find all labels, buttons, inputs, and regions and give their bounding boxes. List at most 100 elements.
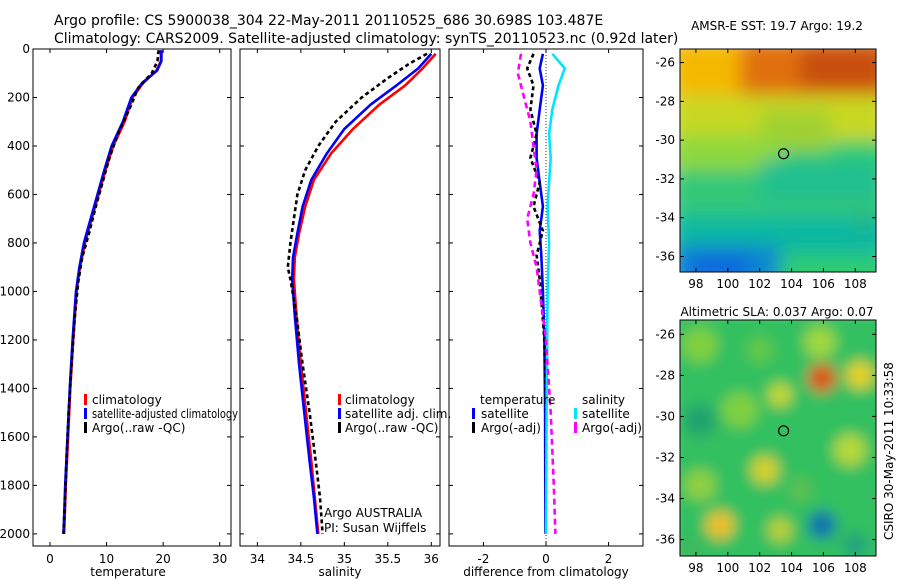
x-tick-label: 34.5 bbox=[288, 552, 315, 566]
y-tick-label: 1000 bbox=[0, 284, 30, 298]
series-line-salinity-satellite bbox=[544, 52, 567, 534]
map-x-tick-label: 106 bbox=[812, 561, 835, 575]
salinity-legend: climatology satellite adj. clim. Argo(..… bbox=[338, 393, 451, 435]
legend-title-temperature: temperature bbox=[480, 393, 555, 407]
sla-map-title: Altimetric SLA: 0.037 Argo: 0.07 bbox=[680, 305, 873, 319]
map-y-tick-label: -26 bbox=[655, 327, 675, 341]
series-line-climatology bbox=[292, 52, 437, 535]
argo-pi-note: PI: Susan Wijffels bbox=[324, 521, 426, 535]
legend-label-climatology: climatology bbox=[92, 393, 162, 407]
series-line-salinity-argo-adj bbox=[516, 53, 557, 534]
difference-plot: -2 0 2 bbox=[449, 48, 643, 566]
legend-label-temp-argo: Argo(-adj) bbox=[481, 421, 541, 435]
sst-map-frame bbox=[679, 48, 877, 273]
y-tick-label: 0 bbox=[22, 42, 30, 56]
x-tick-label: 34 bbox=[250, 552, 265, 566]
x-tick-label: 36 bbox=[424, 552, 439, 566]
figure-title-line1: Argo profile: CS 5900038_304 22-May-2011… bbox=[54, 13, 603, 29]
legend-label-satellite: satellite adj. clim. bbox=[345, 407, 451, 421]
x-tick-label: 30 bbox=[212, 552, 227, 566]
side-credit-label: CSIRO 30-May-2011 10:33:58 bbox=[882, 362, 896, 540]
map-x-tick-label: 98 bbox=[688, 561, 703, 575]
argo-agency-note: Argo AUSTRALIA bbox=[324, 506, 423, 520]
map-y-tick-label: -28 bbox=[655, 368, 675, 382]
legend-label-argo: Argo(..raw -QC) bbox=[92, 421, 185, 435]
legend-swatch-argo bbox=[338, 422, 341, 433]
legend-swatch-satellite bbox=[84, 408, 87, 419]
map-y-tick-label: -28 bbox=[655, 94, 675, 108]
salinity-plot: 34 34.5 35 35.5 36 bbox=[240, 48, 440, 566]
x-tick-label: 0 bbox=[542, 552, 550, 566]
sst-map-title: AMSR-E SST: 19.7 Argo: 19.2 bbox=[691, 19, 863, 33]
sst-heatmap bbox=[680, 49, 876, 272]
map-y-tick-label: -34 bbox=[655, 211, 675, 225]
y-tick-label: 200 bbox=[7, 90, 30, 104]
map-y-tick-label: -30 bbox=[655, 409, 675, 423]
map-y-tick-label: -36 bbox=[655, 533, 675, 547]
x-tick-label: 0 bbox=[46, 552, 54, 566]
series-line-temperature-argo-adj bbox=[525, 53, 548, 534]
difference-legend: temperature salinity satellite Argo(-adj… bbox=[472, 393, 642, 435]
sla-heatmap bbox=[680, 320, 876, 556]
map-y-tick-label: -32 bbox=[655, 450, 675, 464]
legend-swatch-sal-argo bbox=[574, 422, 577, 433]
map-y-tick-label: -36 bbox=[655, 249, 675, 263]
y-tick-label: 1400 bbox=[0, 381, 30, 395]
sla-map-frame bbox=[679, 319, 877, 557]
map-x-tick-label: 108 bbox=[844, 561, 867, 575]
legend-swatch-climatology bbox=[84, 394, 87, 405]
map-x-tick-label: 104 bbox=[780, 561, 803, 575]
legend-swatch-satellite bbox=[338, 408, 341, 419]
map-y-tick-label: -34 bbox=[655, 492, 675, 506]
x-tick-label: -2 bbox=[477, 552, 489, 566]
temperature-plot: 0 10 20 30 0 200 400 600 800 1000 1200 1400 1600 1800… bbox=[0, 42, 231, 566]
map-x-tick-label: 102 bbox=[748, 277, 771, 291]
legend-title-salinity: salinity bbox=[582, 393, 625, 407]
temperature-legend: climatology satellite-adjusted climatolo… bbox=[84, 393, 238, 435]
salinity-panel bbox=[239, 48, 441, 547]
map-x-tick-label: 100 bbox=[716, 277, 739, 291]
map-y-tick-label: -32 bbox=[655, 172, 675, 186]
x-tick-label: 35 bbox=[337, 552, 352, 566]
sla-map-axes: 98 100 102 104 106 108 -26 -28 -30 -32 -34 -36 bbox=[655, 320, 876, 575]
series-line-argo-raw-qc bbox=[286, 52, 428, 534]
legend-swatch-climatology bbox=[338, 394, 341, 405]
salinity-xlabel: salinity bbox=[318, 565, 361, 579]
legend-label-climatology: climatology bbox=[345, 393, 415, 407]
sst-map-axes: 98 100 102 104 106 108 -26 -28 -30 -32 -34 -36 bbox=[655, 49, 876, 291]
y-tick-label: 2000 bbox=[0, 527, 30, 541]
argo-location-marker bbox=[777, 148, 790, 160]
legend-swatch-temp-satellite bbox=[472, 408, 475, 419]
x-tick-label: 20 bbox=[155, 552, 170, 566]
legend-label-temp-satellite: satellite bbox=[481, 407, 529, 421]
temperature-xlabel: temperature bbox=[90, 565, 165, 579]
map-y-tick-label: -30 bbox=[655, 133, 675, 147]
map-x-tick-label: 98 bbox=[688, 277, 703, 291]
legend-swatch-temp-argo bbox=[472, 422, 475, 433]
map-x-tick-label: 102 bbox=[748, 561, 771, 575]
argo-location-marker bbox=[777, 425, 790, 437]
y-tick-label: 1600 bbox=[0, 430, 30, 444]
series-line-argo-raw-qc bbox=[62, 50, 160, 534]
y-tick-label: 1800 bbox=[0, 478, 30, 492]
map-x-tick-label: 108 bbox=[844, 277, 867, 291]
legend-label-satellite: satellite-adjusted climatology bbox=[92, 407, 238, 421]
y-tick-label: 1200 bbox=[0, 333, 30, 347]
x-tick-label: 10 bbox=[99, 552, 114, 566]
x-tick-label: 2 bbox=[605, 552, 613, 566]
map-x-tick-label: 106 bbox=[812, 277, 835, 291]
series-line-satellite-adjusted-climatology bbox=[62, 50, 163, 534]
y-tick-label: 600 bbox=[7, 187, 30, 201]
y-tick-label: 400 bbox=[7, 139, 30, 153]
map-y-tick-label: -26 bbox=[655, 56, 675, 70]
temperature-panel bbox=[32, 48, 232, 547]
legend-label-sal-satellite: satellite bbox=[582, 407, 630, 421]
y-tick-label: 800 bbox=[7, 236, 30, 250]
map-x-tick-label: 104 bbox=[780, 277, 803, 291]
figure-title-line2: Climatology: CARS2009. Satellite-adjuste… bbox=[54, 31, 678, 47]
legend-swatch-argo bbox=[84, 422, 87, 433]
x-tick-label: 35.5 bbox=[374, 552, 401, 566]
series-line-satellite-adj-clim bbox=[290, 52, 433, 535]
legend-label-argo: Argo(..raw -QC) bbox=[345, 421, 438, 435]
